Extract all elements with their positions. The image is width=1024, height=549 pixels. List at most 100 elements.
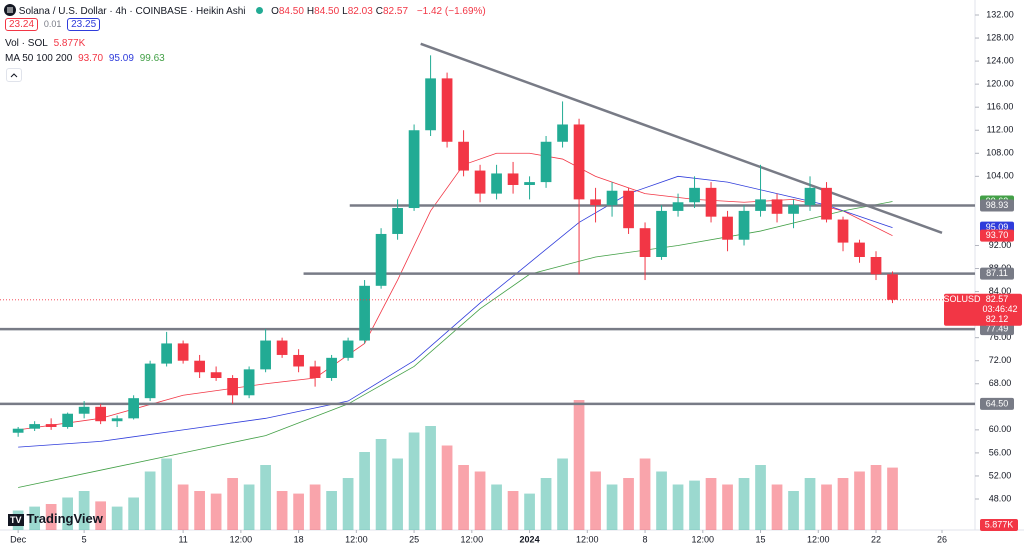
volume-bar bbox=[210, 493, 222, 530]
x-tick-label: 18 bbox=[294, 534, 304, 544]
y-tick-label: 132.00 bbox=[986, 9, 1014, 19]
x-tick-label: 25 bbox=[409, 534, 419, 544]
candle-body bbox=[144, 363, 156, 399]
candle-body bbox=[95, 406, 106, 422]
candle-body bbox=[705, 187, 717, 217]
x-tick-label: 5 bbox=[82, 534, 87, 544]
candle-body bbox=[260, 340, 271, 370]
candle-body bbox=[606, 190, 618, 206]
axis-label-box bbox=[980, 229, 1014, 242]
candle-body bbox=[771, 199, 783, 214]
volume-bar bbox=[590, 471, 601, 530]
buy-button[interactable]: 23.25 bbox=[67, 18, 101, 31]
candle-body bbox=[12, 428, 24, 433]
logo-text: TradingView bbox=[26, 511, 103, 526]
candle-body bbox=[623, 190, 634, 229]
y-tick-label: 124.00 bbox=[986, 55, 1014, 65]
candle-body bbox=[755, 199, 766, 211]
candle-body bbox=[672, 202, 684, 211]
candle-body bbox=[29, 424, 41, 429]
candle-body bbox=[870, 257, 882, 275]
candle-body bbox=[738, 210, 750, 240]
volume-bar bbox=[95, 501, 106, 530]
price-tag-box bbox=[944, 293, 1022, 326]
x-tick-label: Dec bbox=[10, 534, 27, 544]
x-tick-label: 2024 bbox=[520, 534, 540, 544]
candle-body bbox=[540, 141, 552, 183]
volume-bar bbox=[821, 484, 832, 530]
sell-button[interactable]: 23.24 bbox=[5, 18, 39, 31]
ma-value: 93.70 bbox=[78, 53, 104, 64]
volume-bar bbox=[425, 426, 436, 530]
axis-layer: 132.00 128.00 124.00 120.00 116.00 112.00 108.… bbox=[10, 9, 1022, 544]
y-tick-label: 116.00 bbox=[987, 102, 1014, 112]
volume-bar bbox=[177, 484, 189, 530]
volume-bar bbox=[788, 491, 799, 530]
volume-bar bbox=[276, 491, 288, 530]
candle-body bbox=[111, 418, 123, 422]
candle-body bbox=[194, 360, 205, 373]
volume-bar bbox=[705, 478, 717, 530]
y-tick-label: 108.00 bbox=[986, 148, 1014, 158]
candle-body bbox=[656, 210, 667, 257]
volume-bar bbox=[243, 484, 255, 530]
volume-bar bbox=[606, 484, 618, 530]
candle-body bbox=[722, 216, 733, 240]
ohlc-key: L bbox=[342, 6, 348, 17]
axis-label: 93.70 bbox=[986, 230, 1009, 240]
candle-body bbox=[689, 187, 700, 203]
volume-bar bbox=[540, 478, 552, 530]
candle-body bbox=[293, 354, 304, 367]
ma-legend: MA 50 100 200 93.70 95.09 99.63 bbox=[5, 53, 168, 64]
candle-body bbox=[177, 343, 189, 361]
ohlc-value: 84.50 bbox=[278, 6, 304, 17]
axis-label-box bbox=[980, 397, 1014, 410]
moving-average bbox=[18, 152, 893, 431]
volume-bar bbox=[260, 465, 271, 530]
candle-body bbox=[227, 378, 238, 396]
price-tag-countdown: 03:46:42 bbox=[982, 304, 1017, 314]
volume-bar bbox=[161, 458, 172, 530]
y-tick-label: 68.00 bbox=[989, 378, 1012, 388]
candle-body bbox=[425, 78, 436, 131]
candle-body bbox=[887, 274, 898, 300]
ohlc-key: C bbox=[375, 6, 383, 17]
volume-bar bbox=[227, 478, 238, 530]
candle-body bbox=[128, 398, 139, 419]
volume-bar bbox=[771, 484, 783, 530]
symbol: Solana / U.S. Dollar · 4h · COINBASE · H… bbox=[18, 6, 246, 17]
chevron bbox=[10, 73, 18, 78]
ohlc-value: 82.03 bbox=[347, 6, 373, 17]
volume-bar bbox=[689, 480, 700, 530]
x-tick-label: 12:00 bbox=[461, 534, 484, 544]
volume-bar bbox=[870, 465, 882, 530]
candle-body bbox=[557, 124, 568, 142]
x-tick-label: 11 bbox=[178, 534, 187, 544]
volume-bar bbox=[194, 491, 205, 530]
y-tick-label: 92.00 bbox=[989, 240, 1012, 250]
x-tick-label: 26 bbox=[937, 534, 947, 544]
candle-body bbox=[441, 78, 453, 142]
collapse-button[interactable] bbox=[6, 68, 22, 82]
volume-bar bbox=[458, 465, 469, 530]
volume-bar bbox=[557, 458, 568, 530]
candle-body bbox=[474, 170, 486, 194]
x-tick-label: 12:00 bbox=[345, 534, 368, 544]
ohlc: O84.50 H84.50 L82.03 C82.57 bbox=[271, 6, 411, 17]
axis-label: 95.09 bbox=[986, 222, 1009, 232]
volume-bar bbox=[738, 478, 750, 530]
y-tick-label: 52.00 bbox=[989, 470, 1012, 480]
ma-value: 99.63 bbox=[139, 53, 165, 64]
change: −1.42 (−1.69%) bbox=[416, 6, 486, 17]
volume-bar bbox=[441, 445, 453, 530]
candle-body bbox=[309, 366, 321, 378]
logo[interactable]: TV TradingView bbox=[8, 511, 103, 526]
volume-bar bbox=[111, 506, 123, 530]
plot-area bbox=[0, 42, 975, 530]
candle-body bbox=[854, 242, 865, 257]
volume-bar bbox=[672, 484, 684, 530]
candle-body bbox=[45, 424, 57, 427]
candle-body bbox=[359, 285, 370, 341]
candle-body bbox=[243, 369, 255, 396]
